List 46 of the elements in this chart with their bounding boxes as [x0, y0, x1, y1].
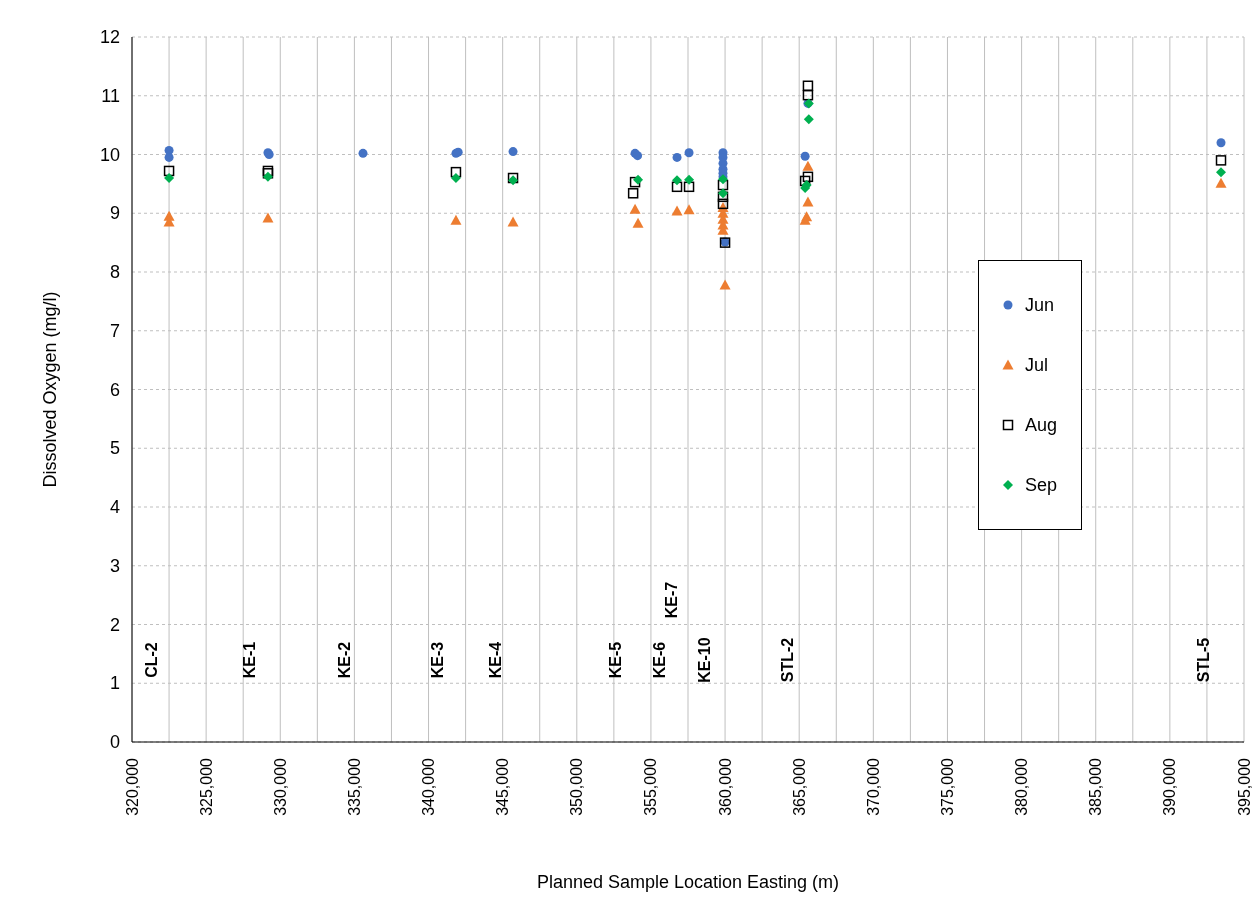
annotation: KE-4 [486, 641, 504, 679]
y-tick-label: 7 [109, 320, 120, 341]
y-tick-label: 5 [109, 438, 120, 459]
annotation: KE-6 [650, 641, 668, 679]
x-tick-label: 355,000 [642, 757, 660, 816]
annotation: KE-3 [429, 641, 447, 679]
legend-label: Sep [1025, 474, 1058, 496]
annotation: KE-7 [662, 581, 680, 619]
y-tick-label: 11 [101, 85, 120, 106]
x-tick-label: 350,000 [568, 757, 586, 816]
legend-label: Aug [1025, 414, 1058, 436]
legend-label: Jun [1025, 294, 1055, 316]
y-tick-label: 6 [109, 379, 120, 400]
annotation: CL-2 [142, 642, 160, 678]
y-tick-label: 8 [109, 262, 120, 282]
x-tick-label: 335,000 [345, 757, 363, 816]
annotation: STL-2 [778, 637, 796, 683]
annotation: KE-10 [696, 637, 714, 683]
y-tick-label: 10 [99, 144, 120, 165]
x-tick-label: 340,000 [420, 757, 438, 816]
annotation: KE-1 [241, 641, 259, 679]
y-axis-title: Dissolved Oxygen (mg/l) [40, 291, 61, 488]
annotation: STL-5 [1194, 637, 1212, 683]
y-tick-label: 4 [109, 497, 120, 517]
x-tick-label: 395,000 [1235, 757, 1252, 816]
x-tick-label: 385,000 [1087, 757, 1105, 816]
x-tick-label: 380,000 [1013, 757, 1031, 816]
x-tick-label: 370,000 [864, 757, 882, 816]
x-tick-label: 365,000 [790, 757, 808, 816]
annotation: KE-5 [606, 641, 624, 679]
x-tick-label: 330,000 [271, 757, 289, 816]
x-axis-title: Planned Sample Location Easting (m) [536, 872, 840, 892]
y-tick-label: 2 [109, 614, 120, 635]
annotation: KE-2 [336, 641, 354, 679]
y-tick-label: 0 [109, 732, 120, 752]
legend-label: Jul [1025, 354, 1049, 376]
x-tick-label: 320,000 [123, 757, 141, 816]
x-tick-label: 325,000 [197, 757, 215, 816]
y-tick-label: 9 [109, 203, 120, 224]
x-tick-label: 390,000 [1161, 757, 1179, 816]
x-tick-label: 360,000 [716, 757, 734, 816]
y-tick-label: 1 [109, 673, 120, 694]
y-tick-label: 3 [109, 555, 120, 576]
x-tick-label: 375,000 [938, 757, 956, 816]
x-tick-label: 345,000 [494, 757, 512, 816]
y-tick-label: 12 [99, 27, 120, 47]
